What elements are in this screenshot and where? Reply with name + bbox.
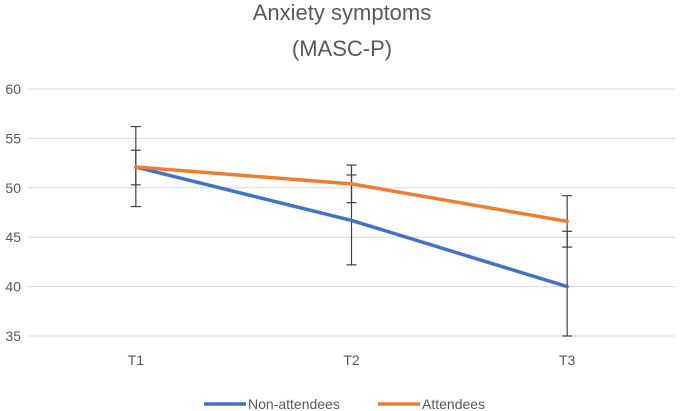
x-axis-ticks: T1 T2 T3: [128, 352, 576, 368]
x-tick-label: T3: [559, 352, 576, 368]
y-tick-label: 40: [5, 279, 21, 295]
error-bars: [130, 125, 573, 337]
legend-item-attendees: Attendees: [378, 396, 485, 411]
y-axis-ticks: 35 40 45 50 55 60: [5, 81, 21, 344]
chart-title-line-1: Anxiety symptoms: [253, 0, 432, 25]
legend-item-non-attendees: Non-attendees: [204, 396, 340, 411]
y-tick-label: 35: [5, 328, 21, 344]
series-lines: [134, 165, 569, 289]
x-tick-label: T1: [128, 352, 145, 368]
y-tick-label: 55: [5, 130, 21, 146]
legend-label: Non-attendees: [248, 396, 340, 411]
x-tick-label: T2: [343, 352, 360, 368]
y-tick-label: 45: [5, 229, 21, 245]
chart-title-line-2: (MASC-P): [292, 36, 392, 61]
y-tick-label: 60: [5, 81, 21, 97]
legend: Non-attendees Attendees: [204, 396, 485, 411]
legend-label: Attendees: [422, 396, 485, 411]
y-tick-label: 50: [5, 180, 21, 196]
